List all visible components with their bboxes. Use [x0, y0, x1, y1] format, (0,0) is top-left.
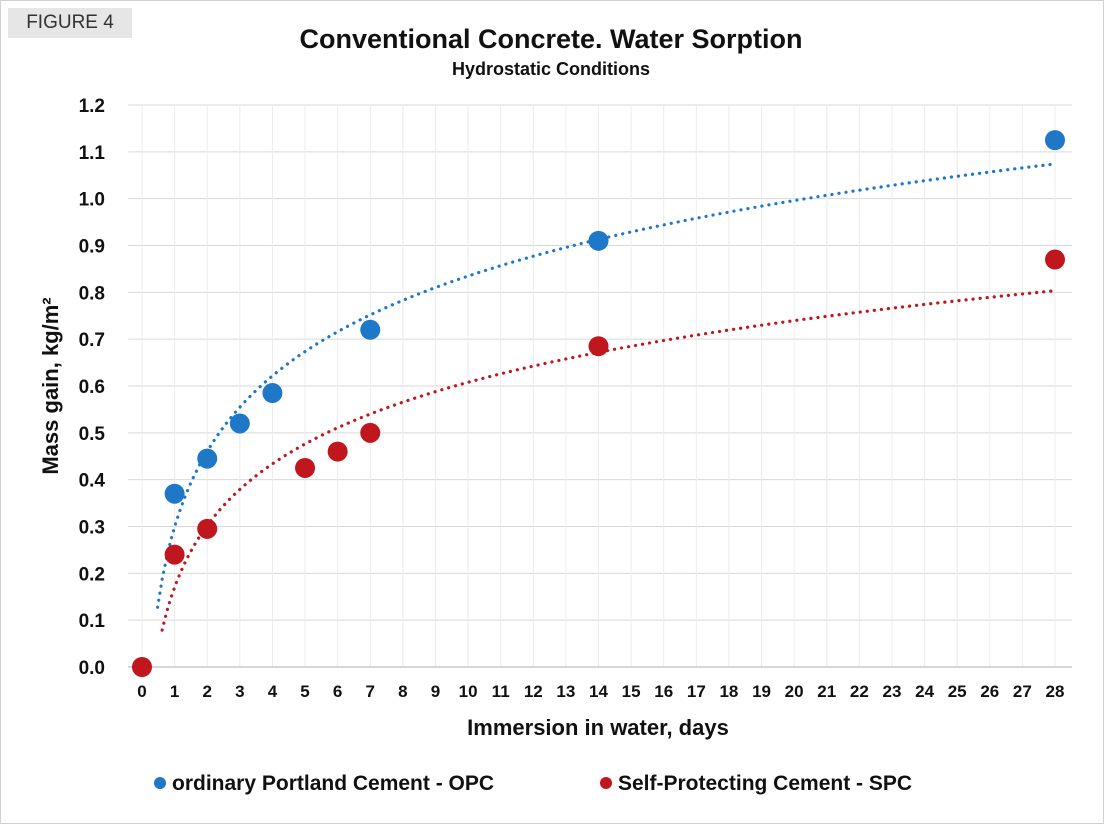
data-point-series-2 — [295, 457, 316, 478]
x-tick-label: 27 — [1013, 682, 1032, 701]
legend-label-series-1: ordinary Portland Cement - OPC — [172, 772, 494, 795]
y-tick-label: 0.9 — [79, 237, 105, 258]
trendlines — [155, 162, 1057, 632]
x-tick-label: 8 — [398, 682, 407, 701]
y-tick-label: 0.1 — [79, 611, 106, 632]
x-tick-label: 9 — [431, 682, 440, 701]
x-tick-label: 17 — [687, 682, 706, 701]
data-point-series-2 — [197, 518, 218, 539]
x-tick-label: 24 — [915, 682, 934, 701]
x-tick-label: 5 — [300, 682, 309, 701]
data-point-series-1 — [229, 413, 250, 434]
data-points — [132, 130, 1065, 677]
x-tick-label: 13 — [556, 682, 575, 701]
x-tick-label: 18 — [719, 682, 738, 701]
y-tick-label: 0.3 — [79, 518, 105, 539]
data-point-series-1 — [1045, 130, 1065, 151]
x-tick-label: 7 — [366, 682, 375, 701]
x-tick-label: 1 — [170, 682, 179, 701]
y-tick-label: 0.0 — [79, 658, 105, 679]
x-tick-label: 21 — [817, 682, 836, 701]
data-point-series-2 — [164, 544, 185, 565]
y-tick-label: 0.8 — [79, 283, 105, 304]
x-tick-label: 15 — [622, 682, 641, 701]
x-tick-label: 11 — [492, 682, 510, 701]
y-tick-label: 0.5 — [79, 424, 106, 445]
x-tick-label: 19 — [752, 682, 771, 701]
x-tick-label: 23 — [883, 682, 902, 701]
figure-label: FIGURE 4 — [8, 8, 132, 38]
data-point-series-1 — [164, 483, 185, 504]
trendline-series-2 — [160, 289, 1057, 632]
y-tick-label: 1.0 — [79, 190, 105, 211]
chart-title: Conventional Concrete. Water Sorption — [299, 24, 802, 54]
x-tick-label: 3 — [235, 682, 244, 701]
data-point-series-2 — [360, 422, 381, 443]
data-point-series-1 — [197, 448, 218, 469]
x-tick-label: 20 — [785, 682, 804, 701]
legend-label-series-2: Self-Protecting Cement - SPC — [618, 772, 912, 795]
y-tick-label: 1.2 — [79, 96, 105, 117]
y-tick-labels: 0.0 0.1 0.2 0.3 0.4 0.5 0.6 0.7 0.8 0.9 1.0 1.1 1.2 — [79, 96, 106, 679]
data-point-series-1 — [262, 383, 283, 404]
data-point-series-2 — [588, 336, 609, 357]
data-point-series-2 — [132, 657, 152, 677]
x-tick-label: 4 — [268, 682, 278, 701]
y-tick-label: 1.1 — [79, 143, 106, 164]
data-point-series-1 — [588, 230, 609, 251]
y-axis-label: Mass gain, kg/m² — [38, 297, 63, 474]
data-point-series-2 — [327, 441, 348, 462]
x-tick-label: 28 — [1046, 682, 1065, 701]
chart-subtitle: Hydrostatic Conditions — [452, 59, 650, 79]
x-tick-label: 12 — [524, 682, 543, 701]
legend-marker-series-1 — [154, 777, 166, 789]
x-tick-label: 22 — [850, 682, 869, 701]
x-axis-label: Immersion in water, days — [467, 715, 729, 740]
x-tick-label: 25 — [948, 682, 967, 701]
x-tick-label: 16 — [654, 682, 673, 701]
x-tick-label: 0 — [137, 682, 146, 701]
y-tick-label: 0.7 — [79, 330, 105, 351]
data-point-series-2 — [1045, 249, 1065, 270]
data-point-series-1 — [360, 319, 381, 340]
x-tick-label: 10 — [459, 682, 478, 701]
y-tick-label: 0.2 — [79, 564, 105, 585]
x-tick-label: 14 — [589, 682, 608, 701]
legend-marker-series-2 — [600, 777, 612, 789]
x-tick-label: 2 — [202, 682, 211, 701]
x-tick-label: 6 — [333, 682, 342, 701]
x-tick-labels: 0 1 2 3 4 5 6 7 8 9 10 11 12 13 14 15 16 17 18 19 20 21 22 23 24… — [137, 682, 1064, 701]
y-tick-label: 0.4 — [79, 471, 106, 492]
legend: ordinary Portland Cement - OPC Self-Prote… — [154, 772, 912, 795]
x-tick-label: 26 — [980, 682, 999, 701]
y-tick-label: 0.6 — [79, 377, 105, 398]
